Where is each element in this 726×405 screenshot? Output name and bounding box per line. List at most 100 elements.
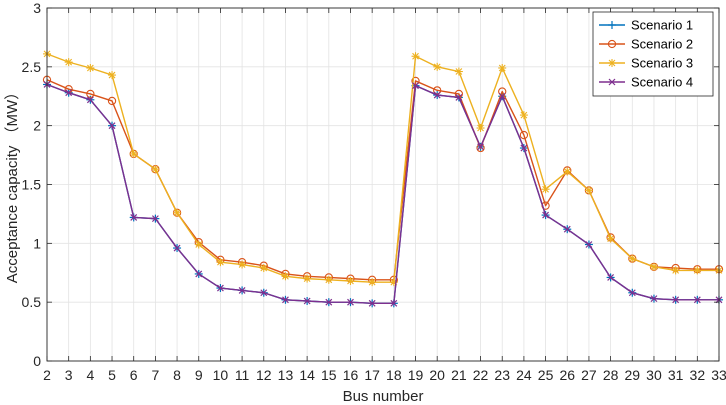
x-tick-label: 17 — [364, 367, 380, 383]
data-point — [411, 52, 420, 61]
marker-stroke — [130, 150, 138, 158]
x-tick-label: 12 — [256, 367, 272, 383]
data-point — [606, 234, 615, 243]
x-tick-label: 13 — [278, 367, 294, 383]
data-point — [650, 295, 658, 303]
data-point — [346, 276, 355, 285]
marker-stroke — [477, 124, 484, 132]
data-point — [498, 92, 506, 100]
x-tick-label: 20 — [429, 367, 445, 383]
data-point — [672, 296, 680, 304]
marker-stroke — [303, 275, 311, 283]
data-point — [541, 185, 550, 194]
x-tick-label: 22 — [473, 367, 489, 383]
marker-stroke — [520, 144, 528, 152]
marker-stroke — [650, 263, 658, 271]
series-layer — [42, 49, 724, 308]
data-point — [108, 122, 116, 130]
y-tick-label: 2.5 — [22, 59, 42, 75]
marker-stroke — [477, 143, 484, 151]
x-tick-label: 2 — [43, 367, 51, 383]
data-point — [130, 214, 138, 221]
y-tick-label: 1.5 — [22, 177, 42, 193]
data-point — [628, 289, 636, 297]
series-line — [46, 83, 719, 305]
marker-stroke — [325, 298, 333, 306]
marker-stroke — [368, 278, 376, 286]
data-point — [173, 244, 181, 252]
marker-stroke — [130, 214, 138, 221]
marker-stroke — [693, 267, 701, 274]
x-tick-label: 24 — [516, 367, 532, 383]
data-point — [433, 91, 441, 99]
marker-stroke — [260, 264, 268, 272]
series-4 — [43, 81, 723, 307]
marker-stroke — [608, 78, 616, 86]
y-axis-title: Acceptance capacity （MW） — [4, 85, 21, 283]
marker-stroke — [542, 185, 549, 193]
data-point — [347, 298, 354, 306]
x-tick-label: 21 — [451, 367, 467, 383]
marker-stroke — [672, 267, 680, 274]
legend-marker — [608, 78, 616, 86]
marker-stroke — [433, 91, 441, 99]
marker-stroke — [542, 211, 550, 219]
x-tick-label: 23 — [494, 367, 510, 383]
marker-stroke — [347, 277, 354, 285]
marker-stroke — [195, 241, 203, 248]
x-tick-label: 26 — [559, 367, 575, 383]
y-tick-label: 0.5 — [22, 294, 42, 310]
data-point — [628, 254, 637, 263]
x-tick-label: 4 — [86, 367, 94, 383]
marker-stroke — [498, 92, 506, 100]
x-tick-label: 9 — [195, 367, 203, 383]
data-point — [520, 144, 528, 152]
data-point — [108, 71, 117, 80]
axis-ticks: 2 3 4 5 6 7 8 9 10 11 12 13 14 15 16 17 18 19 20 21 22 23 24 25… — [22, 0, 726, 383]
x-tick-label: 18 — [386, 367, 402, 383]
data-point — [324, 275, 333, 284]
data-point — [107, 96, 117, 106]
data-point — [238, 286, 246, 294]
data-point — [649, 262, 658, 271]
marker-stroke — [585, 186, 593, 194]
marker-stroke — [282, 272, 289, 280]
x-tick-label: 6 — [130, 367, 138, 383]
legend-marker — [607, 39, 617, 49]
data-point — [195, 270, 203, 278]
legend-marker — [608, 21, 616, 29]
data-point — [325, 298, 333, 306]
marker-stroke — [498, 64, 506, 72]
data-point — [455, 94, 463, 101]
marker-stroke — [455, 68, 463, 75]
x-tick-label: 32 — [690, 367, 706, 383]
marker-stroke — [650, 295, 658, 303]
data-point — [477, 143, 484, 151]
legend-label: Scenario 1 — [631, 18, 693, 33]
data-point — [86, 96, 94, 104]
marker-stroke — [455, 94, 463, 101]
data-point — [368, 278, 377, 287]
data-point — [519, 111, 528, 120]
data-point — [498, 87, 507, 96]
data-point — [173, 208, 182, 217]
y-tick-label: 0 — [33, 353, 41, 369]
x-tick-label: 10 — [213, 367, 229, 383]
y-tick-label: 2 — [33, 118, 41, 134]
marker-stroke — [607, 235, 615, 243]
x-tick-label: 15 — [321, 367, 337, 383]
x-tick-label: 5 — [108, 367, 116, 383]
marker-stroke — [608, 59, 616, 67]
marker-stroke — [325, 276, 333, 284]
marker-stroke — [65, 58, 73, 66]
legend: Scenario 1 Scenario 2 Scenario 3 Scenario 4 — [592, 11, 714, 97]
data-point — [542, 211, 550, 219]
data-point — [151, 215, 159, 223]
data-point — [476, 124, 485, 133]
x-axis-title: Bus number — [343, 388, 424, 405]
marker-stroke — [195, 270, 203, 278]
data-point — [563, 167, 572, 176]
marker-stroke — [108, 71, 116, 79]
marker-stroke — [607, 274, 615, 281]
